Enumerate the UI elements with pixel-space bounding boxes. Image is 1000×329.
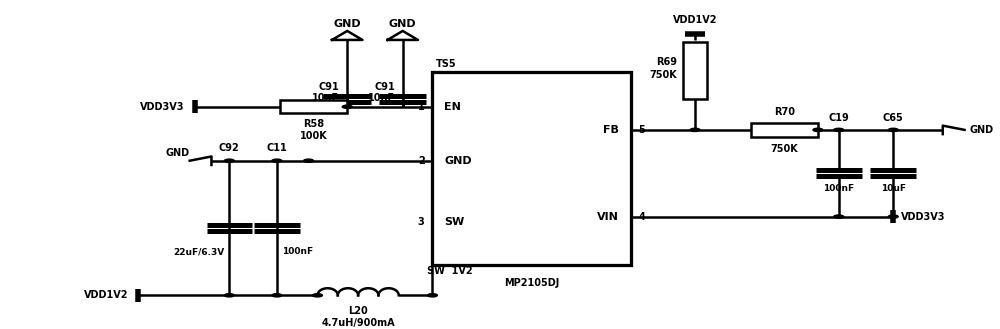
- Text: R58: R58: [303, 119, 324, 129]
- Text: C92: C92: [219, 143, 240, 153]
- Text: VDD1V2: VDD1V2: [673, 15, 717, 25]
- Text: VDD3V3: VDD3V3: [140, 102, 185, 112]
- Text: SW: SW: [444, 217, 465, 227]
- Text: 4.7uH/900mA: 4.7uH/900mA: [321, 317, 395, 328]
- Text: GND: GND: [444, 156, 472, 166]
- Text: 4: 4: [639, 212, 645, 222]
- Text: 1: 1: [418, 102, 425, 112]
- Text: L20: L20: [348, 306, 368, 316]
- Circle shape: [342, 105, 352, 108]
- Text: C91: C91: [319, 82, 339, 92]
- Text: 10nF: 10nF: [368, 93, 395, 103]
- Circle shape: [813, 128, 823, 132]
- Text: GND: GND: [970, 125, 994, 135]
- Text: 750K: 750K: [649, 70, 677, 80]
- Text: SW  1V2: SW 1V2: [427, 266, 473, 276]
- Circle shape: [888, 215, 898, 218]
- Circle shape: [834, 128, 844, 132]
- Text: 100nF: 100nF: [282, 247, 313, 256]
- Text: 100nF: 100nF: [823, 185, 854, 193]
- Circle shape: [224, 294, 234, 297]
- Circle shape: [272, 159, 282, 162]
- Text: C19: C19: [828, 114, 849, 123]
- Circle shape: [224, 159, 234, 162]
- Text: 750K: 750K: [770, 143, 798, 154]
- Text: EN: EN: [444, 102, 461, 112]
- Text: VDD3V3: VDD3V3: [901, 212, 946, 222]
- Bar: [280, 100, 347, 114]
- Text: MP2105DJ: MP2105DJ: [504, 278, 559, 288]
- Text: GND: GND: [389, 19, 417, 29]
- Text: VIN: VIN: [597, 212, 619, 222]
- Text: C91: C91: [374, 82, 395, 91]
- Text: 10uF: 10uF: [881, 185, 906, 193]
- Text: FB: FB: [603, 125, 619, 135]
- Text: R70: R70: [774, 107, 795, 117]
- Circle shape: [690, 128, 700, 132]
- Circle shape: [834, 215, 844, 218]
- Text: 3: 3: [418, 217, 425, 227]
- Text: GND: GND: [166, 147, 190, 158]
- Circle shape: [888, 128, 898, 132]
- Text: R69: R69: [656, 58, 677, 67]
- Text: 22uF/6.3V: 22uF/6.3V: [173, 247, 224, 256]
- Bar: [432, 72, 631, 265]
- Text: TS5: TS5: [435, 60, 456, 69]
- Text: C65: C65: [883, 114, 904, 123]
- Text: C11: C11: [266, 143, 287, 153]
- Circle shape: [427, 294, 437, 297]
- Text: 2: 2: [418, 156, 425, 166]
- Circle shape: [304, 159, 314, 162]
- Text: 10nF: 10nF: [312, 93, 339, 103]
- Bar: [683, 41, 707, 99]
- Text: GND: GND: [333, 19, 361, 29]
- Bar: [751, 123, 818, 137]
- Text: VDD1V2: VDD1V2: [84, 290, 128, 300]
- Text: 100K: 100K: [300, 131, 327, 141]
- Circle shape: [313, 294, 322, 297]
- Circle shape: [272, 294, 282, 297]
- Text: 5: 5: [639, 125, 645, 135]
